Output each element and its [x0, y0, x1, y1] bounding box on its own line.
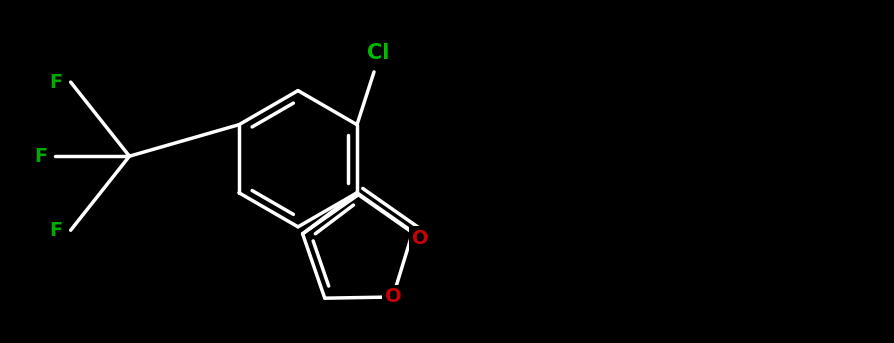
Text: F: F	[34, 147, 47, 166]
Text: Cl: Cl	[367, 43, 390, 63]
Text: F: F	[49, 73, 63, 92]
Text: O: O	[384, 287, 401, 307]
Text: O: O	[412, 228, 428, 248]
Text: F: F	[49, 221, 63, 240]
